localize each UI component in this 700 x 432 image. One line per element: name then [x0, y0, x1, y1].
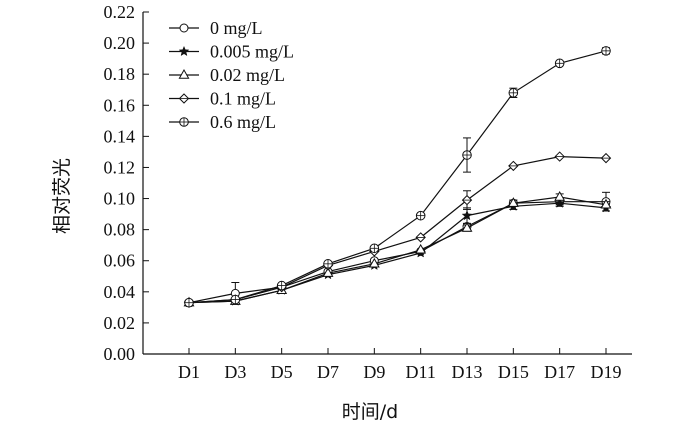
- data-point: [415, 243, 427, 254]
- x-tick-label: D17: [544, 362, 575, 382]
- data-point: [276, 280, 287, 291]
- series-1: [184, 191, 611, 308]
- y-tick-label: 0.08: [104, 220, 136, 240]
- data-point: [600, 198, 612, 209]
- y-tick-label: 0.14: [104, 126, 136, 146]
- y-tick-label: 0.12: [104, 157, 136, 177]
- data-point: [178, 45, 190, 57]
- y-tick-label: 0.22: [104, 2, 136, 22]
- data-point: [369, 243, 380, 254]
- data-point: [415, 232, 426, 243]
- series-line: [188, 196, 607, 304]
- data-point: [508, 160, 519, 172]
- y-tick-label: 0.04: [104, 282, 136, 302]
- data-point: [462, 150, 472, 160]
- data-point: [461, 209, 473, 221]
- data-point: [368, 257, 380, 268]
- x-tick-label: D5: [271, 362, 293, 382]
- data-point: [461, 222, 473, 232]
- series-line: [188, 201, 606, 304]
- triangle-marker: [178, 68, 190, 79]
- data-point: [554, 58, 565, 69]
- x-tick-label: D7: [317, 362, 339, 382]
- data-point: [323, 259, 333, 269]
- legend-label: 0.6 mg/L: [210, 112, 276, 132]
- x-tick-label: D3: [224, 362, 246, 382]
- data-point: [554, 190, 566, 201]
- triangle-marker: [554, 190, 566, 201]
- data-point: [601, 46, 611, 56]
- data-point: [507, 197, 519, 207]
- data-point: [600, 152, 612, 164]
- circle-marker: [179, 23, 189, 33]
- star-marker: [461, 209, 473, 221]
- y-tick-label: 0.16: [104, 95, 136, 115]
- series-5: [184, 46, 611, 308]
- series-line: [188, 50, 607, 304]
- legend: 0 mg/L 0.005 mg/L 0.02 mg/L 0.1 mg/L 0.6 mg/…: [169, 18, 294, 132]
- data-point: [508, 88, 519, 98]
- data-point: [554, 151, 565, 162]
- data-point: [178, 68, 190, 79]
- data-point: [461, 194, 473, 206]
- star-marker: [554, 197, 566, 208]
- x-tick-label: D15: [498, 362, 529, 382]
- y-axis-title: 相对荧光: [51, 158, 73, 234]
- data-point: [184, 297, 194, 308]
- series-line: [188, 202, 607, 304]
- legend-label: 0.005 mg/L: [210, 42, 294, 62]
- legend-label: 0 mg/L: [210, 18, 263, 38]
- x-axis-title: 时间/d: [342, 401, 398, 423]
- legend-item: 0 mg/L: [169, 18, 263, 38]
- y-tick-label: 0.20: [104, 33, 136, 53]
- star-marker: [178, 45, 190, 57]
- x-tick-label: D13: [452, 362, 483, 382]
- y-tick-label: 0.02: [104, 313, 136, 333]
- series-line: [188, 155, 607, 304]
- triangle-marker: [415, 243, 427, 254]
- series-2: [183, 197, 612, 308]
- data-point: [415, 210, 426, 221]
- legend-label: 0.1 mg/L: [210, 89, 276, 109]
- data-point: [322, 267, 334, 277]
- data-point: [179, 23, 189, 33]
- y-tick-label: 0.10: [104, 189, 136, 209]
- y-tick-label: 0.00: [104, 344, 136, 364]
- data-point: [179, 117, 189, 127]
- legend-item: 0.02 mg/L: [169, 65, 285, 85]
- triangle-marker: [600, 198, 612, 209]
- x-tick-label: D11: [405, 362, 435, 382]
- axes: 0.00 0.02 0.04 0.06 0.08 0.10 0.12 0.14 0.16 0.18…: [104, 2, 632, 382]
- x-tick-label: D1: [178, 362, 200, 382]
- data-point: [178, 93, 190, 104]
- triangle-marker: [368, 257, 380, 268]
- triangle-marker: [507, 197, 519, 207]
- y-tick-label: 0.06: [104, 251, 136, 271]
- series-3: [183, 190, 612, 307]
- legend-label: 0.02 mg/L: [210, 65, 285, 85]
- legend-item: 0.6 mg/L: [169, 112, 276, 132]
- x-tick-label: D9: [363, 362, 385, 382]
- triangle-marker: [322, 267, 334, 277]
- series-4: [183, 151, 612, 308]
- legend-item: 0.1 mg/L: [169, 89, 276, 109]
- legend-item: 0.005 mg/L: [169, 42, 294, 62]
- series-group: [183, 46, 612, 308]
- triangle-marker: [461, 222, 473, 232]
- data-point: [554, 197, 566, 208]
- y-tick-label: 0.18: [104, 64, 136, 84]
- x-tick-label: D19: [591, 362, 622, 382]
- data-point: [230, 294, 241, 305]
